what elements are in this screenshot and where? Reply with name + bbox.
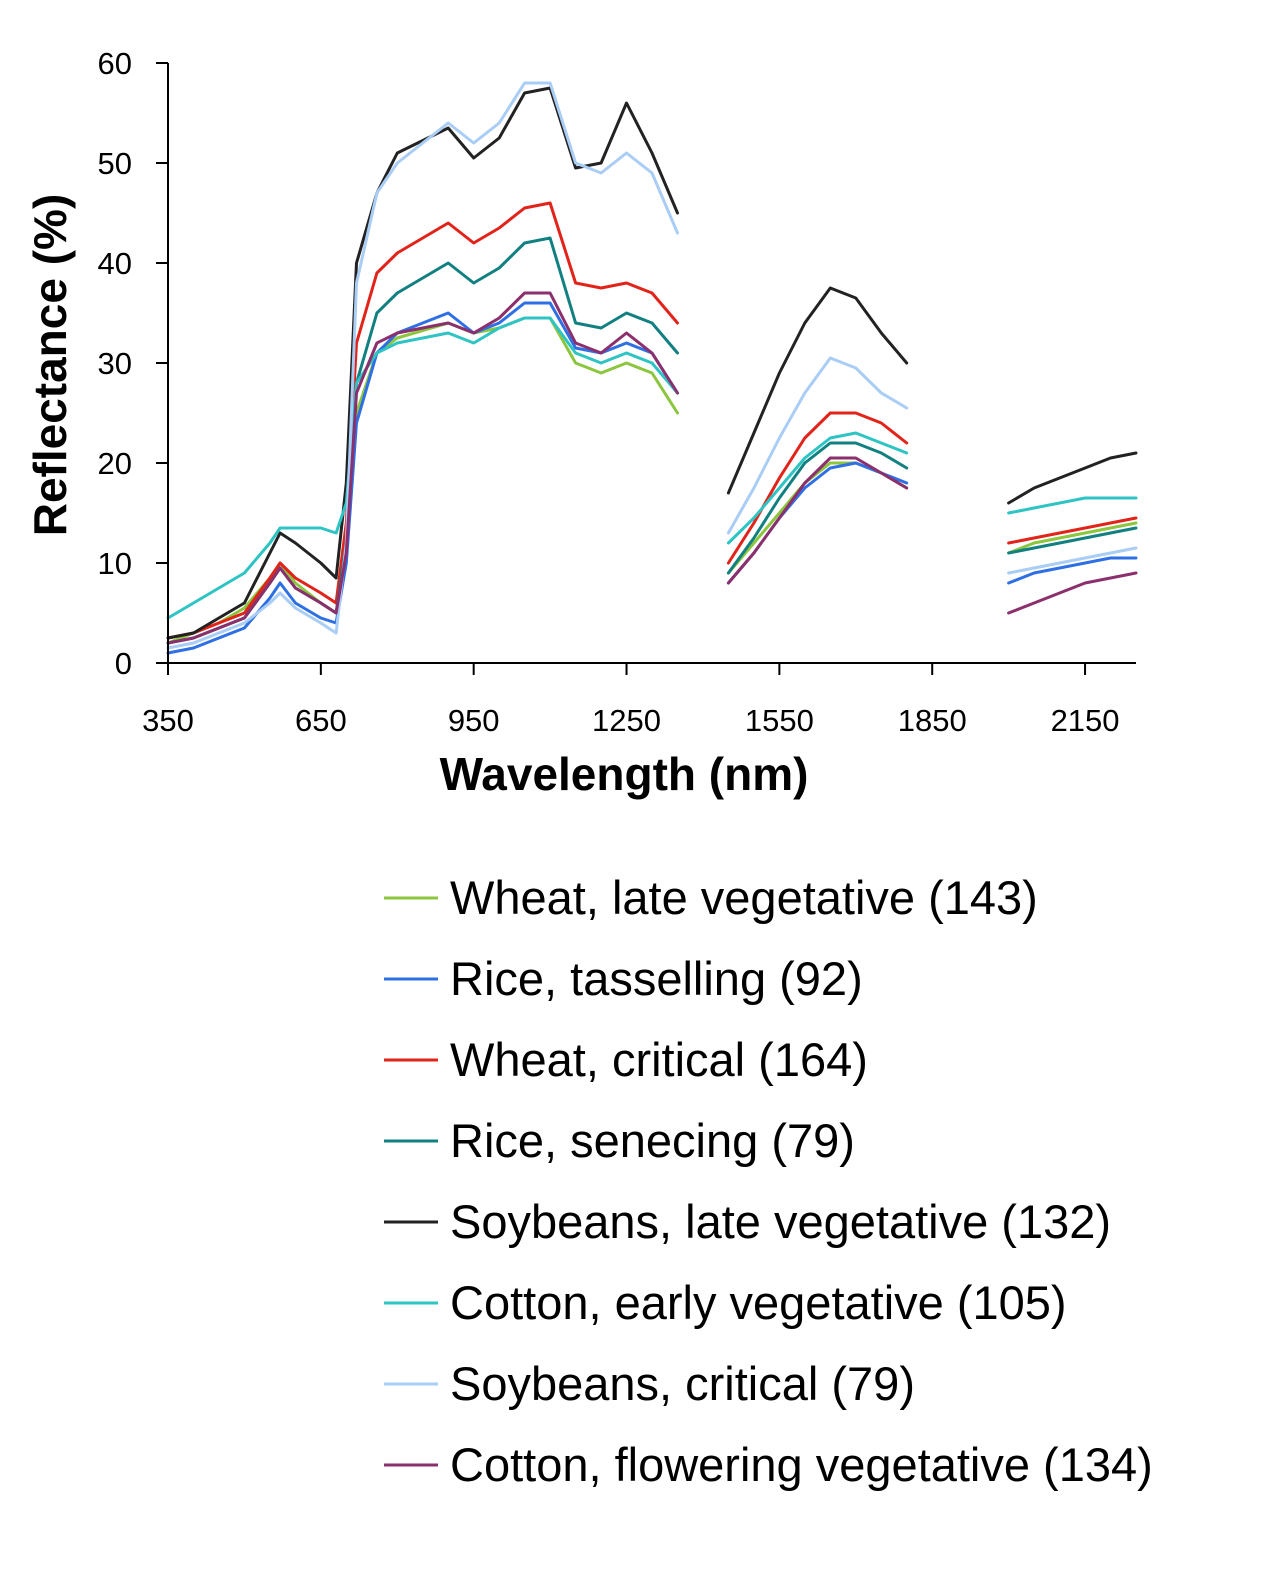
y-tick-label-0: 0 [115,646,132,681]
legend-label: Cotton, early vegetative (105) [450,1276,1067,1329]
legend-label: Soybeans, critical (79) [450,1357,915,1410]
legend-label: Wheat, critical (164) [450,1033,868,1086]
series-1-segment-1 [166,316,679,645]
legend-label: Rice, tasselling (92) [450,952,863,1005]
series-7-segment-2 [726,356,909,535]
series-4-segment-3 [1007,526,1138,555]
series-3 [166,201,1138,640]
legend-item: Rice, tasselling (92) [384,952,863,1005]
x-tick-label-650: 650 [295,703,347,738]
series-8-segment-2 [726,456,909,585]
legend-item: Rice, senecing (79) [384,1114,855,1167]
legend-label: Wheat, late vegetative (143) [450,871,1038,924]
series-1-segment-3 [1007,521,1138,555]
series-4-segment-1 [166,236,679,645]
series-4 [166,236,1138,645]
y-tick-label-40: 40 [98,246,132,281]
legend-label: Rice, senecing (79) [450,1114,855,1167]
x-tick-label-350: 350 [142,703,194,738]
series-6 [166,316,1138,620]
series-1 [166,316,1138,645]
legend-item: Wheat, critical (164) [384,1033,868,1086]
series-7-segment-3 [1007,546,1138,575]
y-tick-label-30: 30 [98,346,132,381]
x-tick-label-950: 950 [448,703,500,738]
legend-item: Soybeans, critical (79) [384,1357,915,1410]
series-6-segment-2 [726,431,909,545]
x-axis-title: Wavelength (nm) [440,748,809,800]
y-tick-label-10: 10 [98,546,132,581]
y-tick-label-60: 60 [98,46,132,81]
series-4-segment-2 [726,441,909,575]
series-3-segment-1 [166,201,679,640]
series-2-segment-3 [1007,556,1138,585]
series-8 [166,291,1138,645]
legend-item: Cotton, flowering vegetative (134) [384,1438,1153,1491]
series-8-segment-1 [166,291,679,645]
series-5-segment-3 [1007,451,1138,505]
series-7 [166,81,1138,650]
series-3-segment-2 [726,411,909,565]
series-6-segment-1 [166,316,679,620]
legend-item: Soybeans, late vegetative (132) [384,1195,1111,1248]
legend-label: Soybeans, late vegetative (132) [450,1195,1111,1248]
legend-item: Wheat, late vegetative (143) [384,871,1038,924]
x-tick-label-1850: 1850 [898,703,967,738]
legend-label: Cotton, flowering vegetative (134) [450,1438,1153,1491]
plot-lines [166,81,1138,655]
series-7-segment-1 [166,81,679,650]
series-5-segment-2 [726,286,909,495]
series-6-segment-3 [1007,496,1138,515]
y-tick-label-20: 20 [98,446,132,481]
series-8-segment-3 [1007,571,1138,615]
x-tick-label-1550: 1550 [745,703,814,738]
legend-item: Cotton, early vegetative (105) [384,1276,1067,1329]
y-axis-title: Reflectance (%) [24,194,76,537]
axes: 0 10 20 30 40 50 60 350 650 950 1250 1550 1850 2150 [98,46,1136,738]
x-tick-label-2150: 2150 [1051,703,1120,738]
x-tick-label-1250: 1250 [592,703,661,738]
y-tick-label-50: 50 [98,146,132,181]
legend: Wheat, late vegetative (143) Rice, tassel… [384,871,1153,1491]
series-3-segment-3 [1007,516,1138,545]
